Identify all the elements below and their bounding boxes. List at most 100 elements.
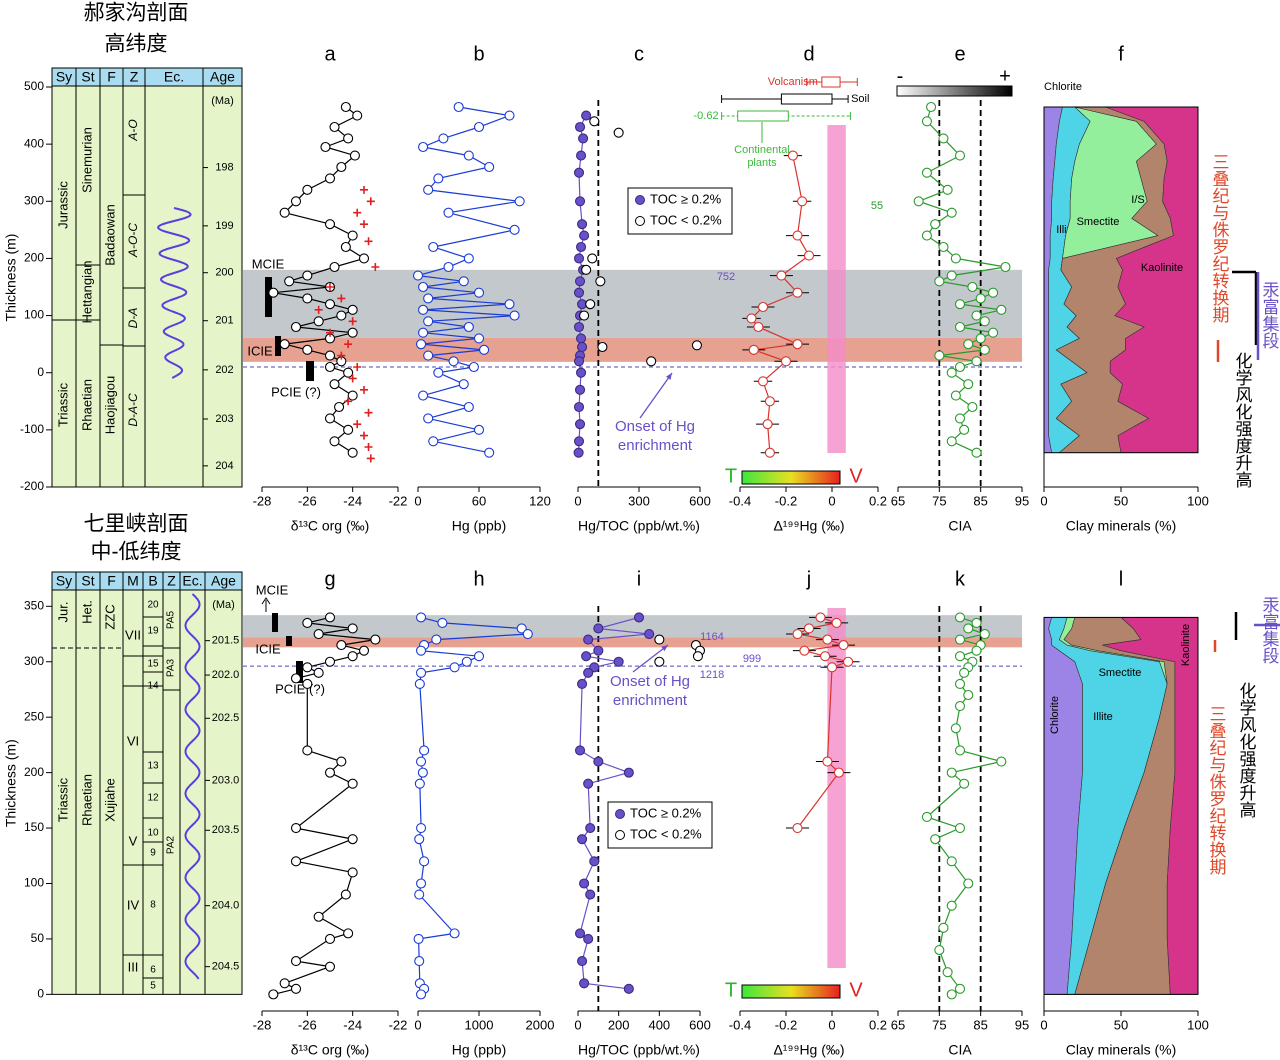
clay-label: I/S [1131, 194, 1144, 206]
side-note: 三叠纪与侏罗纪转换期 [1207, 705, 1227, 876]
data-point [589, 116, 600, 127]
data-point [522, 628, 533, 640]
x-tick-label: 600 [689, 493, 711, 508]
unit-label: Haojiagou [102, 376, 117, 435]
data-point [934, 944, 945, 956]
data-point [595, 276, 606, 287]
age-label: 200 [215, 267, 233, 279]
unit-label: A-O-C [126, 223, 140, 258]
data-point [963, 623, 974, 634]
data-point [347, 327, 358, 338]
data-point [826, 662, 838, 673]
x-tick-label: -24 [343, 1017, 362, 1032]
data-point [290, 673, 302, 684]
unit-label: A-O [126, 119, 140, 141]
data-point [418, 281, 429, 293]
data-point [504, 299, 515, 310]
data-point [583, 634, 594, 645]
data-point [934, 350, 945, 361]
unit-label: Xujiahe [102, 778, 117, 821]
annotation: Onset of Hg [615, 418, 695, 435]
gradient-label: + [999, 65, 1011, 87]
data-point [514, 196, 525, 207]
data-point [963, 878, 974, 889]
age-label: 199 [215, 220, 233, 232]
x-tick-label: -0.4 [729, 493, 751, 508]
data-point [946, 989, 957, 1000]
data-point [623, 983, 634, 994]
data-point [921, 811, 932, 823]
y-tick-label: 250 [24, 709, 44, 723]
x-tick-label: 400 [648, 1017, 670, 1032]
data-point [324, 299, 336, 310]
data-point [579, 230, 590, 241]
data-point [959, 424, 970, 435]
column-header-label: Age [210, 69, 235, 85]
data-point [971, 447, 982, 458]
legend-marker [635, 216, 645, 226]
data-point [575, 241, 587, 253]
data-point [353, 363, 362, 371]
arrow [632, 644, 669, 673]
data-point [946, 207, 957, 218]
clay-label: Smectite [1077, 216, 1120, 228]
data-point [979, 628, 990, 640]
x-tick-label: 85 [973, 1017, 987, 1032]
y-tick-label: 200 [24, 765, 44, 779]
data-point [975, 333, 986, 344]
unit-label: Triassic [55, 382, 70, 427]
data-point [423, 293, 434, 304]
data-point [583, 667, 594, 678]
age-label: 203.5 [212, 824, 240, 836]
data-point [344, 340, 353, 349]
panel-letter: i [637, 568, 641, 590]
x-tick-label: 600 [689, 1017, 711, 1032]
panel-letter: d [803, 43, 814, 65]
data-point [692, 651, 704, 662]
data-point [366, 197, 375, 206]
annotation: 55 [871, 200, 883, 212]
data-point [463, 150, 474, 161]
band-label: ICIE [247, 343, 273, 358]
data-point [463, 401, 474, 413]
data-point [833, 767, 844, 778]
data-point [504, 110, 515, 121]
data-point [337, 351, 346, 360]
y-tick-label: 500 [24, 79, 44, 93]
data-point [792, 823, 803, 834]
data-point [633, 612, 645, 623]
data-point [423, 350, 434, 361]
data-point [938, 922, 949, 933]
data-point [371, 263, 380, 271]
data-point [578, 133, 589, 144]
unit-label: Jurassic [55, 181, 70, 229]
data-point [353, 208, 362, 217]
x-tick-label: -0.4 [729, 1017, 751, 1032]
data-point [461, 656, 472, 667]
x-tick-label: -0.2 [775, 1017, 797, 1032]
data-point [279, 207, 290, 218]
eccentricity-curve [184, 593, 201, 980]
data-point [971, 617, 982, 628]
data-point [797, 196, 808, 207]
x-tick-label: -22 [389, 493, 408, 508]
panel-letter: j [806, 568, 811, 590]
data-point [290, 321, 302, 333]
data-point [313, 316, 324, 327]
data-point [803, 250, 815, 261]
gradient-bar [741, 984, 841, 999]
annotation: 1164 [700, 631, 724, 643]
panel-letter: e [954, 43, 965, 65]
x-axis-label: Hg (ppb) [452, 518, 506, 534]
data-point [347, 834, 358, 845]
data-point [579, 310, 590, 321]
side-note: 化学风化强度升高 [1237, 682, 1257, 819]
data-point [473, 287, 485, 298]
data-point [324, 656, 336, 667]
event-band [243, 615, 1022, 638]
data-point [509, 310, 520, 321]
box-note: -0.62 [694, 110, 719, 122]
data-point [349, 150, 360, 161]
section-title: 七里峡剖面 [84, 513, 189, 536]
data-point [577, 956, 588, 967]
